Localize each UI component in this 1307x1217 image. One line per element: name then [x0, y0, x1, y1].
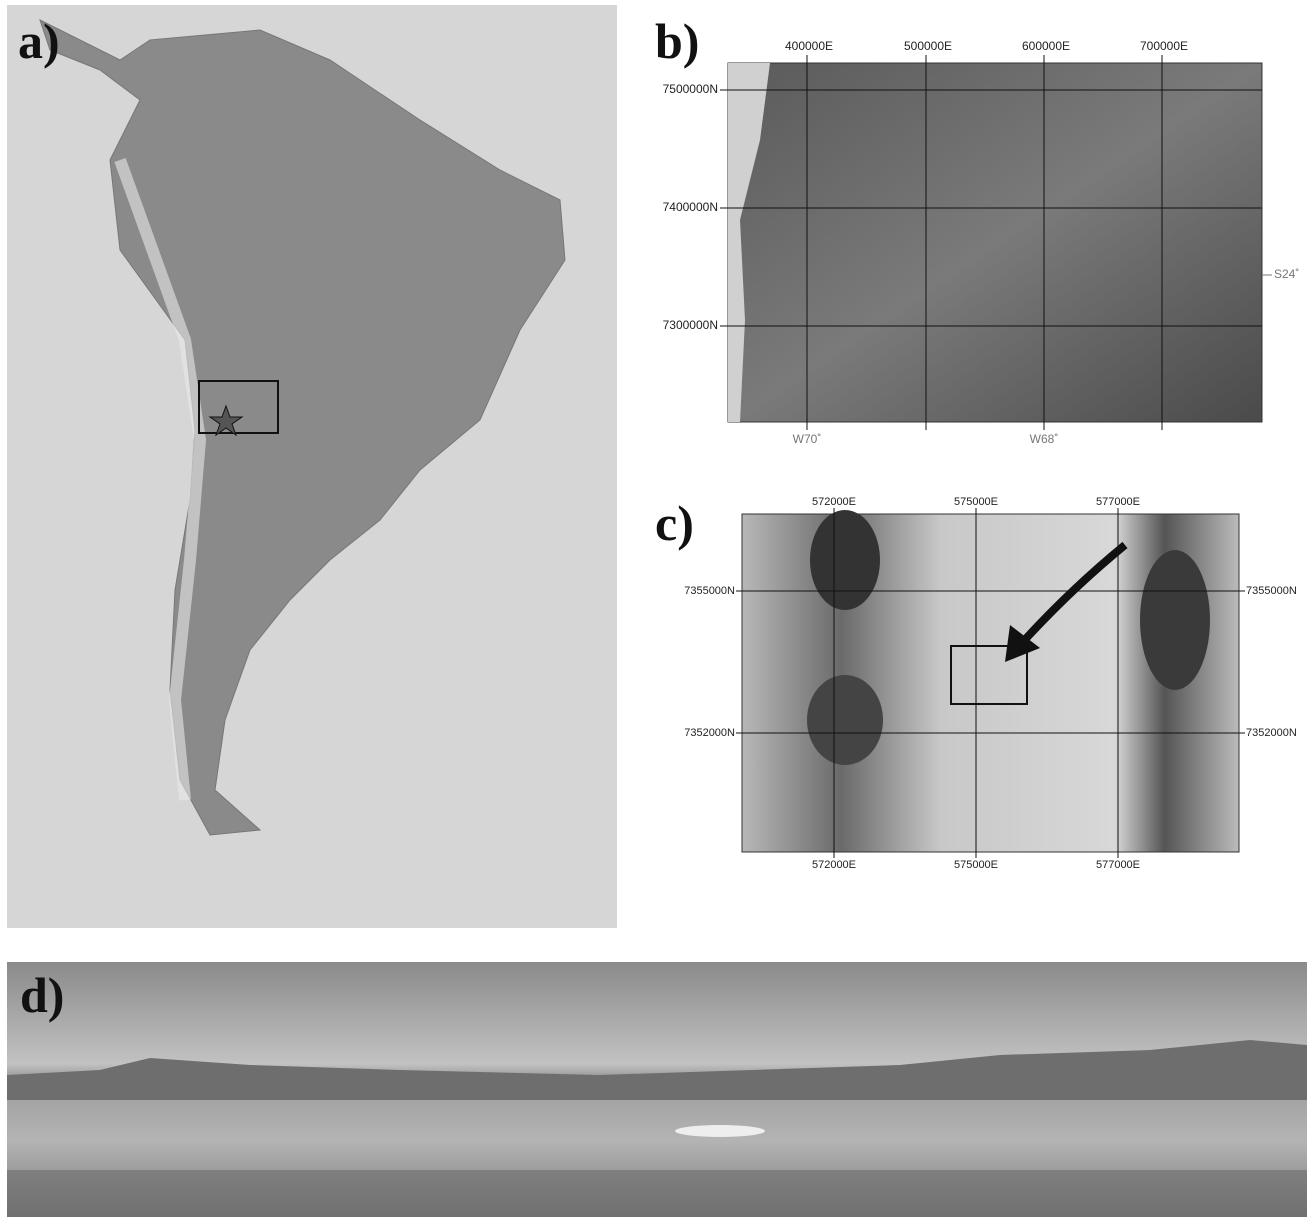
- grid-label: 700000E: [1140, 39, 1188, 53]
- panel-label: a): [18, 13, 60, 69]
- panel-c: 572000E 572000E 575000E 575000E 577000E 57700…: [655, 495, 1297, 871]
- grid-label: 7352000N: [684, 727, 735, 739]
- grid-label: 400000E: [785, 39, 833, 53]
- crater-lake: [675, 1125, 765, 1137]
- map-image: [728, 63, 1262, 422]
- grid-label: 575000E: [954, 496, 998, 508]
- grid-label: 7355000N: [684, 585, 735, 597]
- grid-label: 7300000N: [663, 318, 718, 332]
- grid-label: 7500000N: [663, 82, 718, 96]
- panel-a: a): [7, 5, 617, 928]
- panel-b: 400000E 500000E 600000E 700000E 7500000N 7400…: [655, 13, 1299, 446]
- foreground: [7, 1170, 1307, 1217]
- figure: a) 400000E 500000E 600000E 700000E 7500000N 7…: [0, 0, 1307, 1217]
- grid-label: 577000E: [1096, 859, 1140, 871]
- grid-label: 577000E: [1096, 496, 1140, 508]
- grid-label: 500000E: [904, 39, 952, 53]
- grid-label: 7352000N: [1246, 727, 1297, 739]
- grid-label: 572000E: [812, 859, 856, 871]
- grid-label: 572000E: [812, 496, 856, 508]
- panel-label: b): [655, 13, 699, 69]
- grid-label: 7355000N: [1246, 585, 1297, 597]
- grid-label: 7400000N: [663, 200, 718, 214]
- dark-terrain: [810, 510, 880, 610]
- panel-label: d): [20, 967, 64, 1023]
- grid-label: 575000E: [954, 859, 998, 871]
- dark-terrain: [1140, 550, 1210, 690]
- dark-terrain: [807, 675, 883, 765]
- panel-label: c): [655, 495, 694, 551]
- grid-label: S24˚: [1274, 267, 1299, 281]
- grid-label: W70˚: [793, 432, 822, 446]
- grid-label: W68˚: [1030, 432, 1059, 446]
- panel-d: d): [7, 962, 1307, 1217]
- grid-label: 600000E: [1022, 39, 1070, 53]
